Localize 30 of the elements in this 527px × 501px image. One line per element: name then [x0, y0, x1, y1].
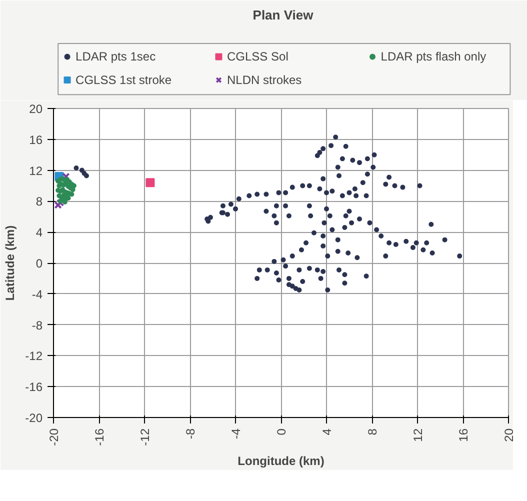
x-tick-label: 8: [366, 428, 380, 436]
y-axis-title: Latitude (km): [3, 225, 18, 301]
y-tick-label: -4: [32, 287, 43, 302]
x-tick-label: -8: [184, 428, 198, 440]
legend-label: CGLSS 1st stroke: [76, 73, 172, 88]
y-tick-label: -12: [25, 349, 43, 364]
y-tick-label: -16: [25, 380, 43, 394]
x-tick-label: 0: [274, 428, 288, 436]
x-tick-label: 12: [411, 428, 425, 442]
chart-title: Plan View: [252, 8, 314, 22]
x-tick-label: 20: [502, 428, 516, 442]
x-tick-label: -12: [138, 428, 152, 446]
y-tick-label: -8: [32, 318, 43, 332]
y-tick-label: 0: [36, 256, 43, 270]
x-tick-label: 16: [456, 428, 470, 442]
x-tick-label: -20: [47, 428, 61, 446]
x-tick-label: -16: [92, 428, 106, 446]
x-tick-label: 4: [320, 428, 334, 436]
y-tick-label: -20: [25, 411, 43, 425]
y-tick-label: 4: [36, 226, 43, 240]
y-tick-label: 20: [29, 102, 43, 116]
legend-label: NLDN strokes: [227, 73, 302, 88]
y-tick-label: 12: [29, 164, 43, 178]
legend-label: CGLSS Sol: [227, 50, 288, 64]
legend-label: LDAR pts 1sec: [76, 50, 156, 64]
x-axis-title: Longitude (km): [238, 454, 324, 468]
legend-label: LDAR pts flash only: [380, 50, 486, 64]
y-tick-label: 16: [29, 132, 43, 147]
y-tick-label: 8: [36, 194, 43, 209]
x-tick-label: -4: [229, 428, 243, 440]
